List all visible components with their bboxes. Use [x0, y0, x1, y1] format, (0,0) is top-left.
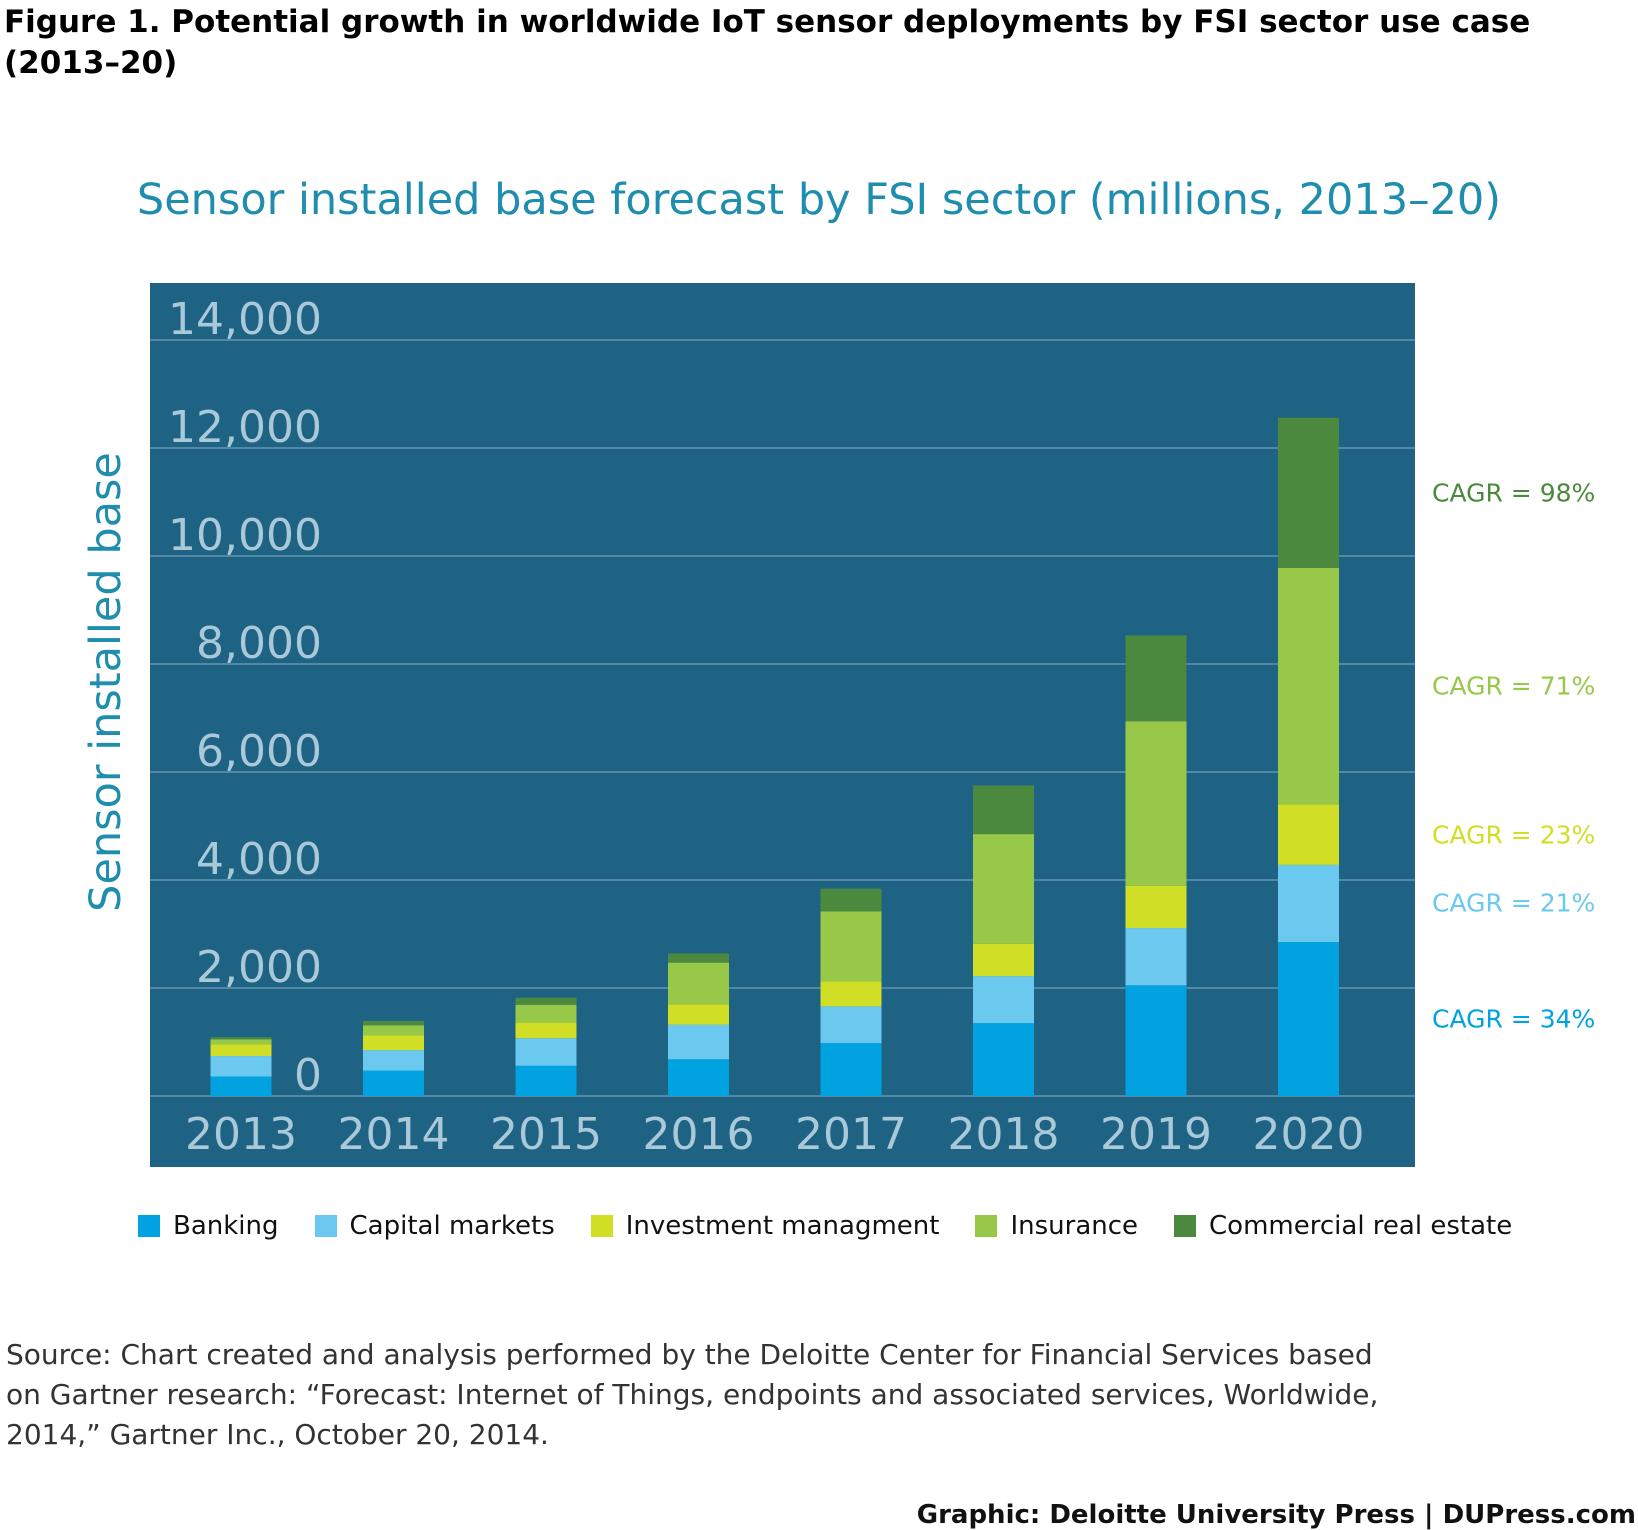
bar-chart: 0 2,000 4,000 6,000 8,000 10,000 12,000 14,000 2…: [150, 294, 1415, 1160]
cagr-label: CAGR = 34%: [1432, 1004, 1596, 1034]
figure-title: Figure 1. Potential growth in worldwide …: [4, 4, 1531, 81]
x-tick-label: 2014: [338, 1109, 450, 1160]
bar-segment: [515, 1022, 577, 1039]
legend-label: Investment managment: [625, 1211, 940, 1241]
bar-segment: [973, 1023, 1034, 1096]
bar-segment: [668, 1059, 729, 1096]
y-axis-label: Sensor installed base: [81, 452, 131, 912]
legend-item: Investment managment: [590, 1211, 940, 1241]
x-tick-label: 2017: [795, 1109, 907, 1160]
chart-title: Sensor installed base forecast by FSI se…: [136, 175, 1502, 225]
bar-segment: [668, 962, 729, 1005]
bar-segment: [210, 1076, 272, 1096]
y-tick-label: 2,000: [196, 942, 322, 993]
y-tick-label: 10,000: [168, 510, 322, 561]
x-tick-label: 2020: [1253, 1109, 1365, 1160]
bar-segment: [820, 911, 882, 982]
bar-segment: [1125, 885, 1187, 929]
bar-segment: [1125, 985, 1187, 1096]
bar-segment: [363, 1020, 424, 1026]
y-tick-label: 4,000: [196, 834, 322, 885]
bar-segment: [1125, 928, 1187, 986]
cagr-label: CAGR = 71%: [1432, 671, 1596, 701]
legend-swatch: [590, 1215, 613, 1237]
legend-swatch: [1174, 1215, 1197, 1237]
bar-segment: [515, 997, 577, 1005]
bar-segment: [820, 888, 882, 912]
bar-segment: [363, 1050, 424, 1071]
legend-swatch: [138, 1215, 160, 1237]
cagr-label: CAGR = 23%: [1432, 820, 1596, 850]
y-tick-label: 0: [294, 1050, 322, 1101]
plot-area: [150, 283, 1415, 1167]
legend-label: Banking: [173, 1211, 279, 1241]
bar-segment: [1125, 635, 1187, 722]
legend-swatch: [975, 1215, 998, 1237]
cagr-label: CAGR = 98%: [1432, 478, 1596, 508]
bar-segment: [515, 1065, 577, 1096]
source-note: Source: Chart created and analysis perfo…: [6, 1338, 1379, 1451]
x-tick-label: 2018: [948, 1109, 1060, 1160]
y-tick-label: 6,000: [196, 726, 322, 777]
credit-line: Graphic: Deloitte University Press | DUP…: [916, 1500, 1636, 1530]
bar-segment: [973, 785, 1034, 835]
legend-label: Capital markets: [349, 1211, 555, 1241]
bar-segment: [973, 834, 1034, 944]
bar-segment: [363, 1035, 424, 1051]
legend-item: Capital markets: [314, 1211, 555, 1241]
bar-segment: [1278, 804, 1339, 865]
x-tick-label: 2016: [643, 1109, 755, 1160]
x-tick-label: 2013: [185, 1109, 297, 1160]
bar-segment: [1125, 721, 1187, 886]
bar-segment: [515, 1038, 577, 1066]
bar-segment: [1278, 417, 1339, 568]
bar-segment: [820, 1043, 882, 1096]
y-tick-label: 14,000: [168, 294, 322, 345]
legend-item: Banking: [138, 1211, 279, 1241]
bar-segment: [363, 1070, 424, 1096]
bar-segment: [820, 981, 882, 1007]
bar-segment: [210, 1039, 272, 1045]
y-tick-label: 12,000: [168, 402, 322, 453]
bar-segment: [210, 1056, 272, 1077]
bar-segment: [820, 1006, 882, 1044]
legend-label: Insurance: [1010, 1211, 1139, 1241]
y-tick-label: 8,000: [196, 618, 322, 669]
bar-segment: [668, 1024, 729, 1060]
bar-segment: [210, 1037, 272, 1040]
legend-label: Commercial real estate: [1209, 1211, 1513, 1241]
bar-segment: [668, 953, 729, 963]
bar-segment: [1278, 942, 1339, 1096]
bar-segment: [1278, 567, 1339, 805]
bar-segment: [515, 1004, 577, 1023]
x-tick-label: 2015: [490, 1109, 602, 1160]
legend-swatch: [314, 1215, 337, 1237]
x-tick-label: 2019: [1100, 1109, 1212, 1160]
bar-segment: [363, 1025, 424, 1036]
legend-item: Commercial real estate: [1174, 1211, 1512, 1241]
legend: Banking Capital markets Investment managme…: [138, 1208, 1512, 1244]
bar-segment: [973, 976, 1034, 1024]
cagr-label: CAGR = 21%: [1432, 888, 1596, 918]
bar-segment: [1278, 864, 1339, 943]
bar-segment: [973, 943, 1034, 977]
legend-item: Insurance: [975, 1211, 1138, 1241]
bar-segment: [668, 1004, 729, 1025]
bar-segment: [210, 1044, 272, 1057]
